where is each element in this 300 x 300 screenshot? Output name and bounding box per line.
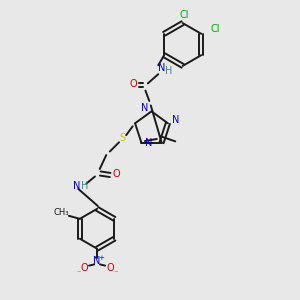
Text: H: H [81,181,88,191]
Text: N: N [158,63,165,73]
Text: N: N [145,137,152,148]
Text: ⁻: ⁻ [76,268,81,277]
Text: H: H [165,66,172,76]
Text: Cl: Cl [211,24,220,34]
Text: +: + [99,255,104,261]
Text: ⁻: ⁻ [113,268,118,277]
Text: N: N [73,181,80,191]
Text: CH₃: CH₃ [54,208,69,217]
Text: S: S [119,134,125,143]
Text: Cl: Cl [179,10,189,20]
Text: N: N [141,103,148,113]
Text: O: O [130,79,137,89]
Text: N: N [172,115,179,125]
Text: N: N [93,256,101,266]
Text: O: O [106,263,114,273]
Text: O: O [112,169,120,179]
Text: O: O [80,263,88,273]
